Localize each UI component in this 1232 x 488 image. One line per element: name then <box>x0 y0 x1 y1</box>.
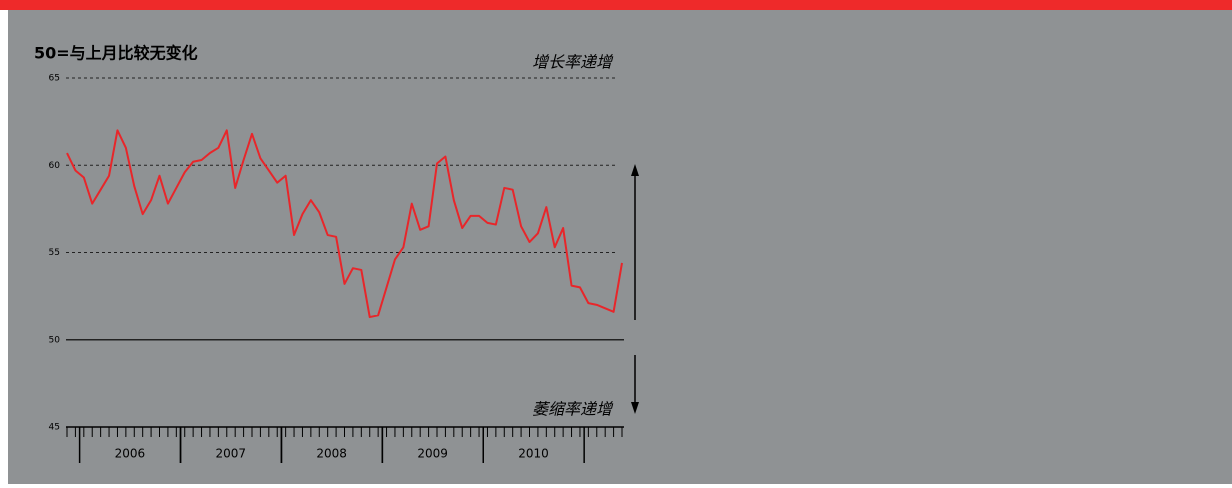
y-tick-label: 45 <box>49 423 60 433</box>
y-tick-label: 65 <box>49 74 60 84</box>
y-tick-label: 55 <box>49 248 60 258</box>
chart-title: 50=与上月比较无变化 <box>34 44 198 63</box>
annotation: 萎缩率递增 <box>532 400 614 419</box>
arrow-head <box>631 402 639 414</box>
x-tick-label: 2009 <box>417 447 448 461</box>
arrow-head <box>631 164 639 176</box>
line-series <box>66 129 623 319</box>
background <box>8 0 1232 484</box>
x-tick-label: 2006 <box>115 447 146 461</box>
x-tick-label: 2010 <box>518 447 549 461</box>
x-tick-label: 2008 <box>316 447 347 461</box>
y-tick-label: 60 <box>49 161 61 171</box>
header-bar <box>0 0 1232 10</box>
y-tick-label: 50 <box>49 335 61 345</box>
annotation: 增长率递增 <box>532 53 614 72</box>
x-tick-label: 2007 <box>215 447 246 461</box>
